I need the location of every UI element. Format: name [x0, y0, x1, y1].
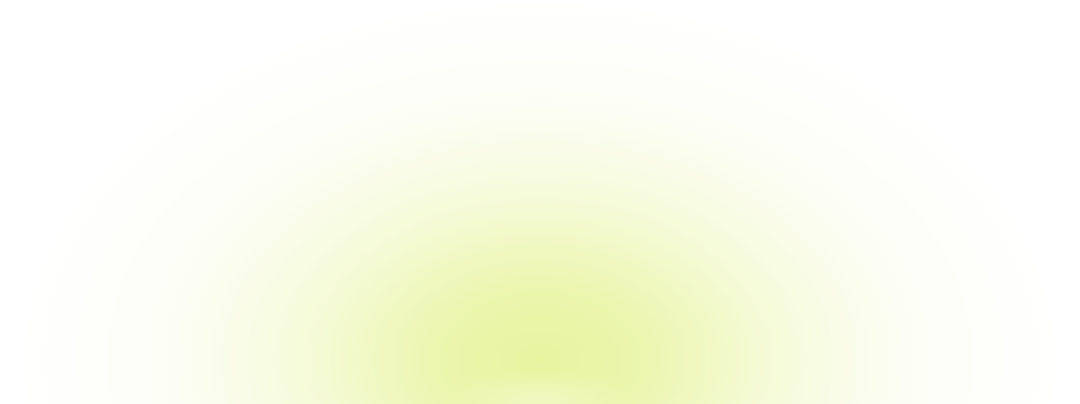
radial-glow-background: [0, 0, 1080, 404]
